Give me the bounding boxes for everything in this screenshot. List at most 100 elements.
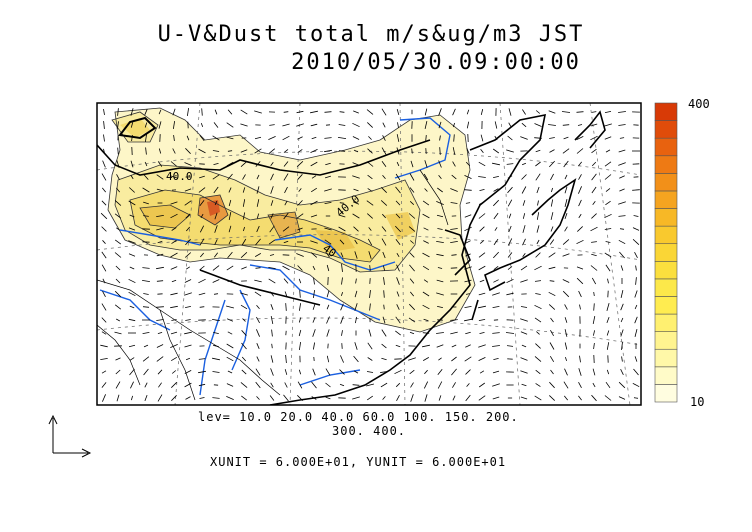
wind-vector (298, 329, 302, 337)
wind-vector (324, 188, 332, 192)
wind-vector (271, 329, 273, 337)
wind-vector (255, 381, 261, 389)
wind-vector (576, 136, 584, 140)
wind-vector (422, 332, 430, 334)
wind-vector (451, 174, 457, 180)
wind-vector (436, 292, 444, 296)
wind-vector (464, 318, 472, 322)
wind-vector (479, 370, 485, 374)
wind-vector (254, 291, 262, 297)
wind-vector (156, 253, 164, 257)
wind-vector (213, 332, 219, 334)
colorbar-max-label: 400 (688, 97, 710, 111)
wind-vector (199, 175, 205, 179)
wind-vector (102, 278, 106, 284)
wind-vector (241, 356, 247, 362)
wind-vector (492, 292, 500, 296)
wind-vector (101, 303, 107, 311)
wind-vector (142, 267, 150, 269)
wind-vector (129, 214, 135, 218)
wind-vector (464, 175, 472, 179)
wind-vector (396, 291, 400, 297)
wind-vector (170, 175, 178, 179)
wind-vector (450, 331, 458, 335)
wind-vector (213, 252, 219, 258)
wind-vector (396, 161, 400, 167)
wind-vector (128, 200, 136, 206)
colorbar-swatch (654, 331, 678, 350)
wind-vector (312, 304, 316, 310)
wind-vector (424, 160, 428, 168)
wind-vector (534, 395, 542, 401)
wind-vector (338, 124, 346, 126)
wind-vector (256, 343, 260, 349)
wind-vector (115, 381, 121, 389)
wind-vector (255, 267, 261, 269)
contour-label: 40 (320, 242, 338, 260)
wind-vector (425, 135, 427, 141)
wind-vector (213, 293, 219, 295)
wind-vector (381, 343, 387, 349)
wind-vector (128, 240, 136, 244)
wind-vector (381, 161, 387, 167)
wind-vector (369, 290, 371, 298)
wind-vector (424, 394, 428, 402)
wind-vector (437, 306, 443, 308)
wind-vector (367, 342, 373, 350)
wind-vector (298, 317, 302, 323)
colorbar-swatch (654, 348, 678, 368)
wind-vector (284, 382, 288, 388)
wind-vector (214, 239, 218, 245)
wind-vector (563, 381, 569, 389)
wind-vector (270, 316, 274, 324)
wind-vector (284, 200, 288, 206)
wind-vector (268, 239, 276, 245)
wind-vector (632, 382, 640, 388)
wind-vector (535, 252, 541, 258)
wind-vector (424, 369, 428, 375)
wind-vector (184, 188, 192, 192)
wind-vector (604, 252, 612, 258)
wind-vector (465, 344, 471, 348)
wind-vector (409, 369, 415, 375)
wind-vector (618, 239, 626, 245)
wind-vector (311, 136, 317, 140)
wind-vector (536, 331, 540, 335)
wind-vector (493, 188, 499, 192)
wind-vector (145, 147, 147, 155)
wind-vector (562, 279, 570, 283)
wind-vector (395, 316, 401, 324)
wind-vector (591, 213, 597, 219)
wind-vector (634, 316, 638, 324)
wind-vector (355, 278, 357, 284)
wind-vector (338, 150, 346, 152)
wind-vector (143, 368, 149, 376)
wind-vector (366, 200, 374, 206)
wind-vector (422, 265, 430, 271)
wind-vector (145, 134, 147, 142)
wind-vector (618, 162, 626, 166)
wind-vector (520, 357, 528, 361)
wind-vector (341, 291, 343, 297)
wind-vector (577, 226, 583, 232)
wind-vector (144, 161, 148, 167)
wind-vector (506, 292, 514, 296)
wind-vector (548, 304, 556, 310)
wind-vector (549, 149, 555, 153)
wind-vector (550, 317, 554, 323)
wind-vector (256, 304, 260, 310)
wind-vector (381, 238, 387, 246)
wind-vector (213, 122, 219, 128)
wind-vector (520, 265, 528, 271)
wind-vector (451, 254, 457, 256)
wind-vector (465, 331, 471, 335)
wind-vector (353, 226, 359, 232)
wind-vector (618, 201, 626, 205)
wind-vector (466, 121, 470, 129)
wind-vector (184, 279, 192, 283)
wind-vector (157, 240, 163, 244)
wind-vector (240, 252, 248, 258)
wind-vector (283, 212, 289, 220)
wind-vector (256, 199, 260, 207)
wind-vector (131, 395, 133, 401)
